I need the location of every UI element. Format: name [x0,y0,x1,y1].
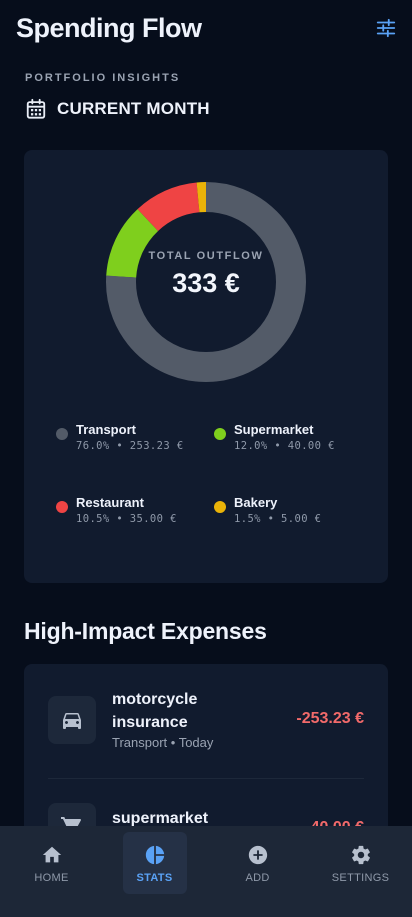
filter-button[interactable] [372,14,400,42]
donut-center: TOTAL OUTFLOW 333 € [106,182,306,382]
expense-icon-box [48,696,96,744]
legend-item-bakery[interactable]: Bakery 1.5% • 5.00 € [214,495,364,535]
top-bar: Spending Flow [16,10,396,46]
expense-amount: -253.23 € [296,710,364,727]
app-title: Spending Flow [16,12,202,43]
nav-add[interactable]: ADD [206,826,309,917]
row-divider [48,778,364,779]
legend-share: 76.0% • 253.23 € [76,440,184,452]
list-item[interactable]: motorcycle insurance Transport • Today -… [24,664,388,774]
total-outflow-label: TOTAL OUTFLOW [148,249,264,262]
add-circle-icon [248,845,267,865]
total-outflow-value: 333 € [172,267,240,298]
nav-stats-inner: STATS [122,832,187,894]
section-title: High-Impact Expenses [24,618,267,644]
spending-donut-chart [106,182,306,382]
nav-home-inner: HOME [20,832,84,894]
nav-home[interactable]: HOME [0,826,103,917]
legend-share: 10.5% • 35.00 € [76,513,177,525]
legend-dot [214,428,226,440]
expense-name: supermarket [112,810,209,827]
car-icon [63,713,81,729]
expense-subtitle: Transport • Today [112,735,214,750]
nav-stats[interactable]: STATS [103,826,206,917]
nav-label: STATS [136,872,173,884]
legend-item-supermarket[interactable]: Supermarket 12.0% • 40.00 € [214,422,364,462]
legend-item-restaurant[interactable]: Restaurant 10.5% • 35.00 € [56,495,206,535]
legend-name: Bakery [234,495,278,510]
home-icon [42,846,61,863]
nav-label: ADD [245,872,270,884]
calendar-icon [26,98,46,119]
pie-chart-icon [145,845,164,865]
donut-slice-transport[interactable] [106,182,306,382]
spending-chart-card: TOTAL OUTFLOW 333 € Transport 76.0% • 25… [24,150,388,583]
legend-share: 12.0% • 40.00 € [234,440,335,452]
period-label: CURRENT MONTH [57,99,210,118]
legend-dot [214,501,226,513]
legend-name: Transport [76,422,136,437]
nav-settings-inner: SETTINGS [329,832,393,894]
legend-dot [56,428,68,440]
donut-slice-restaurant[interactable] [106,182,306,382]
legend-item-transport[interactable]: Transport 76.0% • 253.23 € [56,422,206,462]
legend-dot [56,501,68,513]
nav-add-inner: ADD [226,832,290,894]
legend-name: Restaurant [76,495,144,510]
nav-label: HOME [34,872,69,884]
nav-settings[interactable]: SETTINGS [309,826,412,917]
gear-icon [351,845,370,865]
donut-slice-bakery[interactable] [106,182,306,382]
bottom-navigation: HOME STATS ADD SE [0,826,412,917]
legend-share: 1.5% • 5.00 € [234,513,322,525]
sliders-icon [376,18,396,38]
expense-name: motorcycle insurance [112,691,198,731]
legend-name: Supermarket [234,422,314,437]
section-kicker: PORTFOLIO INSIGHTS [25,72,181,84]
period-selector[interactable]: CURRENT MONTH [25,98,210,120]
nav-label: SETTINGS [331,872,390,884]
